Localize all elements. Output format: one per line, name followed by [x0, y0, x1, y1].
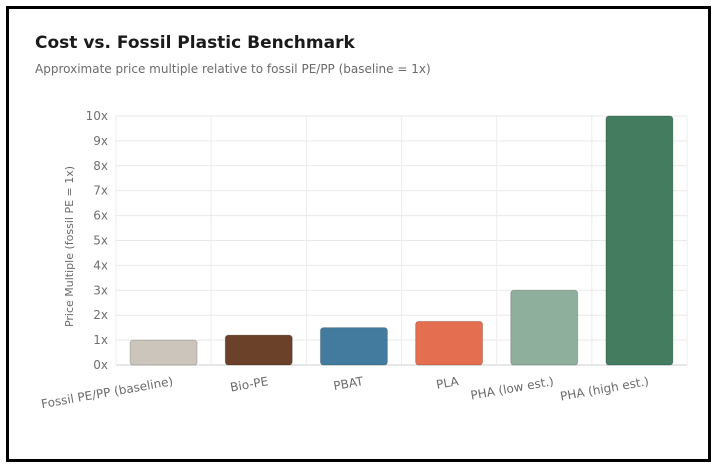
y-tick-label: 5x: [93, 234, 108, 248]
bar: [319, 327, 388, 366]
bar: [415, 320, 484, 366]
y-tick-label: 3x: [93, 283, 108, 297]
y-tick-label: 6x: [93, 209, 108, 223]
bar-chart: 0x 1x 2x 3x 4x 5x 6x 7x 8x 9x 10x Fossil PE/PP (bas…: [40, 109, 688, 411]
x-tick-label: Bio-PE: [229, 374, 269, 394]
y-tick-label: 1x: [93, 333, 108, 347]
x-tick-label: Fossil PE/PP (baseline): [40, 374, 174, 411]
y-tick-label: 9x: [93, 134, 108, 148]
x-tick-label: PHA (low est.): [470, 374, 555, 402]
y-tick-label: 7x: [93, 184, 108, 198]
x-tick-label: PHA (high est.): [559, 374, 650, 403]
y-tick-label: 2x: [93, 308, 108, 322]
x-tick-label: PBAT: [332, 374, 365, 393]
bar: [129, 339, 198, 366]
chart-title: Cost vs. Fossil Plastic Benchmark: [35, 33, 355, 53]
bar: [224, 334, 293, 366]
y-tick-label: 4x: [93, 258, 108, 272]
x-tick-label: PLA: [435, 374, 460, 392]
y-tick-label: 0x: [93, 358, 108, 372]
bar: [605, 115, 674, 366]
chart-frame: Cost vs. Fossil Plastic Benchmark Approx…: [6, 6, 711, 462]
y-axis-label: Price Multiple (fossil PE = 1x): [63, 166, 76, 327]
y-tick-label: 8x: [93, 159, 108, 173]
y-tick-label: 10x: [86, 109, 108, 123]
chart-subtitle: Approximate price multiple relative to f…: [35, 62, 431, 76]
bar: [510, 289, 579, 366]
